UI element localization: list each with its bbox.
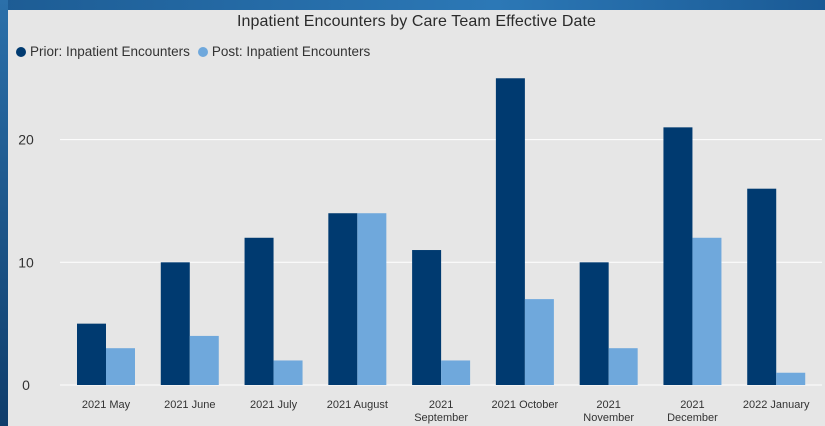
x-category-label-line: 2021 August (327, 399, 388, 411)
bar-post (692, 238, 721, 385)
x-category-label: 2021 June (164, 399, 215, 411)
x-category-label: 2021 December (667, 399, 718, 424)
bar-post (525, 299, 554, 385)
bar-post (609, 348, 638, 385)
x-category-label: 2021 August (327, 399, 388, 411)
x-category-label-line: 2021 (596, 399, 620, 411)
bar-prior (496, 78, 525, 385)
x-category-label: 2022 January (743, 399, 810, 411)
bar-prior (580, 262, 609, 385)
y-tick-label: 0 (22, 377, 30, 393)
x-category-label: 2021 May (82, 399, 131, 411)
bar-prior (161, 262, 190, 385)
x-category-label-line: 2021 (429, 399, 453, 411)
x-category-label-line: 2021 May (82, 399, 131, 411)
bar-prior (663, 127, 692, 385)
x-category-label: 2021 September (414, 399, 468, 424)
bar-post (357, 213, 386, 385)
y-tick-label: 10 (18, 254, 34, 270)
bar-prior (77, 324, 106, 385)
x-category-label: 2021 November (583, 399, 634, 424)
bar-prior (412, 250, 441, 385)
x-category-label-line: 2021 (680, 399, 704, 411)
bar-prior (328, 213, 357, 385)
bar-post (190, 336, 219, 385)
bar-post (776, 373, 805, 385)
bar-prior (245, 238, 274, 385)
bar-post (441, 360, 470, 385)
bar-prior (747, 189, 776, 385)
x-category-label-line: December (667, 412, 718, 424)
bar-post (274, 360, 303, 385)
x-category-label: 2021 July (250, 399, 298, 411)
x-category-label-line: 2022 January (743, 399, 810, 411)
bar-post (106, 348, 135, 385)
x-category-label-line: November (583, 412, 634, 424)
x-category-label-line: September (414, 412, 468, 424)
y-tick-label: 20 (18, 132, 34, 148)
x-category-label-line: 2021 July (250, 399, 298, 411)
x-category-label-line: 2021 October (492, 399, 559, 411)
x-category-label-line: 2021 June (164, 399, 215, 411)
x-category-label: 2021 October (492, 399, 559, 411)
